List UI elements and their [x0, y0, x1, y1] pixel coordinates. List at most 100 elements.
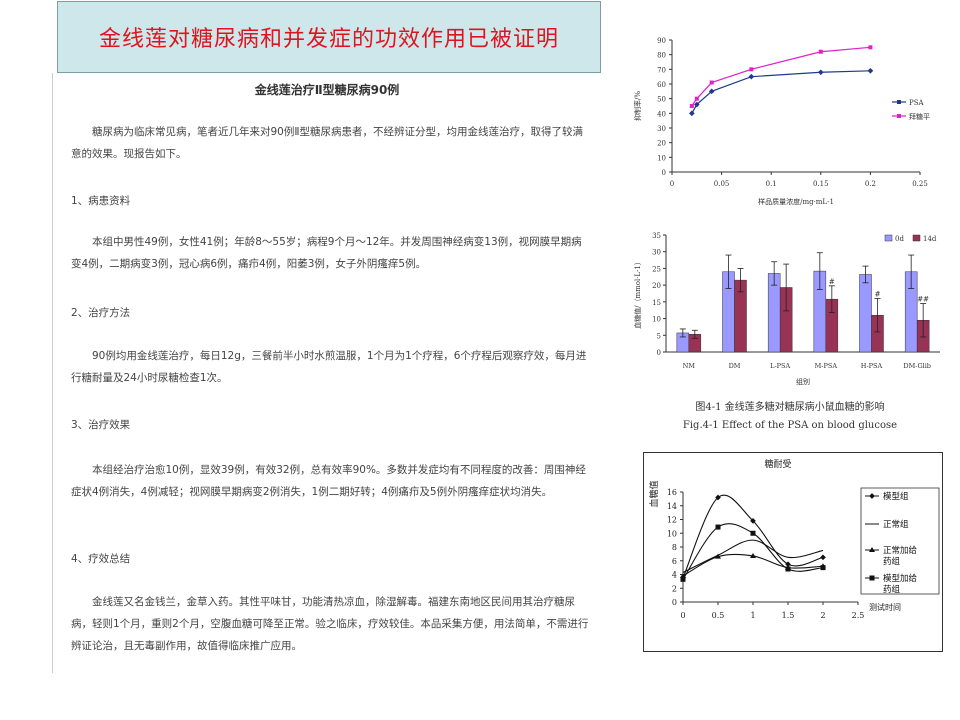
x-tick-label: 2.5: [852, 611, 865, 620]
category-label: M-PSA: [815, 362, 838, 370]
document-page: 金线莲治疗Ⅱ型糖尿病90例 糖尿病为临床常见病，笔者近几年来对90例Ⅱ型糖尿病患…: [52, 73, 601, 673]
data-point: [709, 80, 714, 85]
y-tick-label: 90: [657, 37, 666, 45]
figure-caption-cn: 图4-1 金线莲多糖对糖尿病小鼠血糖的影响: [695, 402, 885, 413]
y-tick-label: 20: [657, 140, 666, 148]
y-tick-label: 10: [667, 529, 677, 538]
x-tick-label: 0: [680, 611, 685, 620]
chart-title: 糖耐受: [764, 458, 791, 470]
x-tick-label: 0.15: [813, 180, 829, 188]
y-tick-label: 6: [672, 557, 677, 566]
category-label: DM: [729, 362, 741, 370]
blood-glucose-bar-chart: 0 5 10 15 20 25 30 35 NM DM L-PSA M-PSA H-PSA DM-Glib…: [633, 232, 940, 386]
x-tick-label: 0.25: [912, 180, 928, 188]
bar: [859, 274, 872, 353]
legend-label: 0d: [895, 235, 904, 243]
data-point: [785, 566, 791, 572]
data-point: [867, 67, 874, 74]
y-tick-label: 30: [652, 249, 661, 257]
x-axis-label: 测试时间: [869, 602, 901, 612]
document-title: 金线莲治疗Ⅱ型糖尿病90例: [254, 83, 400, 97]
y-tick-label: 40: [657, 110, 666, 118]
legend-label-cont: 药组: [883, 556, 901, 567]
data-point: [715, 494, 721, 501]
data-point: [749, 67, 754, 72]
data-point: [689, 110, 695, 117]
x-axis-label: 样品质量浓度/mg·mL-1: [758, 197, 834, 206]
section-text-4: 金线莲又名金钱兰，金草入药。其性平味甘，功能清热凉血，除湿解毒。福建东南地区民间…: [71, 596, 589, 652]
figure-caption-en: Fig.4-1 Effect of the PSA on blood gluco…: [682, 420, 898, 431]
x-tick-label: 0.1: [766, 180, 777, 188]
data-point: [817, 69, 824, 76]
category-label: DM-Glib: [903, 362, 931, 370]
y-tick-label: 0: [672, 598, 677, 607]
y-tick-label: 8: [672, 543, 677, 552]
section-heading-3: 3、治疗效果: [71, 419, 131, 431]
data-point: [715, 553, 721, 559]
y-axis-label: 抑制率/%: [633, 91, 642, 121]
data-point: [680, 576, 686, 582]
legend-label: 14d: [923, 235, 937, 243]
section-heading-4: 4、疗效总结: [71, 553, 131, 565]
y-tick-label: 0: [662, 169, 666, 177]
data-point: [715, 524, 721, 530]
y-tick-label: 50: [657, 96, 666, 104]
x-tick-label: 2: [820, 611, 825, 620]
legend-marker: [897, 114, 901, 118]
x-tick-label: 0: [670, 180, 674, 188]
series-line: [691, 70, 871, 114]
section-heading-2: 2、治疗方法: [71, 307, 131, 319]
y-tick-label: 70: [657, 66, 666, 74]
inhibition-line-chart: 0 10 20 30 40 50 60 70 80 90 0 0.05 0.1 0.15 0.2 0.25 样品…: [633, 37, 930, 206]
data-point: [750, 518, 756, 524]
legend-label: 正常加给: [883, 545, 918, 556]
legend-label: 模型组: [883, 491, 909, 502]
y-tick-label: 14: [667, 502, 677, 511]
series-line: [691, 46, 871, 107]
y-tick-label: 35: [652, 232, 661, 240]
legend-marker: [897, 100, 901, 104]
data-point: [785, 561, 791, 568]
y-tick-label: 30: [657, 125, 666, 133]
data-point: [869, 575, 875, 581]
y-axis-label: 血糖值/（mmol·L-1）: [633, 258, 642, 329]
y-tick-label: 4: [672, 571, 677, 580]
data-point: [750, 552, 756, 558]
y-tick-label: 60: [657, 81, 666, 89]
x-tick-label: 1: [750, 611, 755, 620]
significance-mark: #: [829, 278, 835, 286]
y-tick-label: 2: [672, 584, 677, 593]
legend-swatch: [912, 234, 921, 242]
y-tick-label: 25: [652, 265, 661, 273]
y-tick-label: 20: [652, 282, 661, 290]
data-point: [748, 73, 755, 80]
data-point: [869, 547, 875, 552]
data-point: [818, 49, 823, 54]
data-point: [820, 554, 826, 561]
title-banner: 金线莲对糖尿病和并发症的功效作用已被证明: [57, 1, 601, 73]
y-tick-label: 10: [652, 316, 661, 324]
x-tick-label: 0.05: [714, 180, 730, 188]
legend-label: 模型加给: [883, 573, 918, 584]
significance-mark: #: [875, 291, 881, 299]
data-point: [689, 104, 694, 108]
data-point: [694, 96, 699, 101]
x-axis-label: 组别: [796, 377, 810, 386]
category-label: L-PSA: [770, 362, 790, 370]
x-tick-label: 0.2: [865, 180, 876, 188]
y-tick-label: 80: [657, 52, 666, 60]
category-label: H-PSA: [861, 362, 883, 370]
data-point: [868, 45, 873, 50]
y-axis-label: 血糖值: [648, 480, 660, 507]
significance-mark: ##: [917, 296, 929, 304]
banner-title: 金线莲对糖尿病和并发症的功效作用已被证明: [98, 27, 559, 52]
series-line: [682, 539, 824, 573]
legend-label: 正常组: [883, 519, 909, 530]
y-tick-label: 15: [652, 299, 661, 307]
data-point: [869, 493, 875, 499]
legend-label: PSA: [909, 99, 925, 107]
y-tick-label: 12: [667, 516, 677, 525]
section-heading-1: 1、病患资料: [71, 195, 131, 207]
section-text-2: 90例均用金线莲治疗，每日12g，三餐前半小时水煎温服，1个月为1个疗程，6个疗…: [71, 350, 587, 384]
